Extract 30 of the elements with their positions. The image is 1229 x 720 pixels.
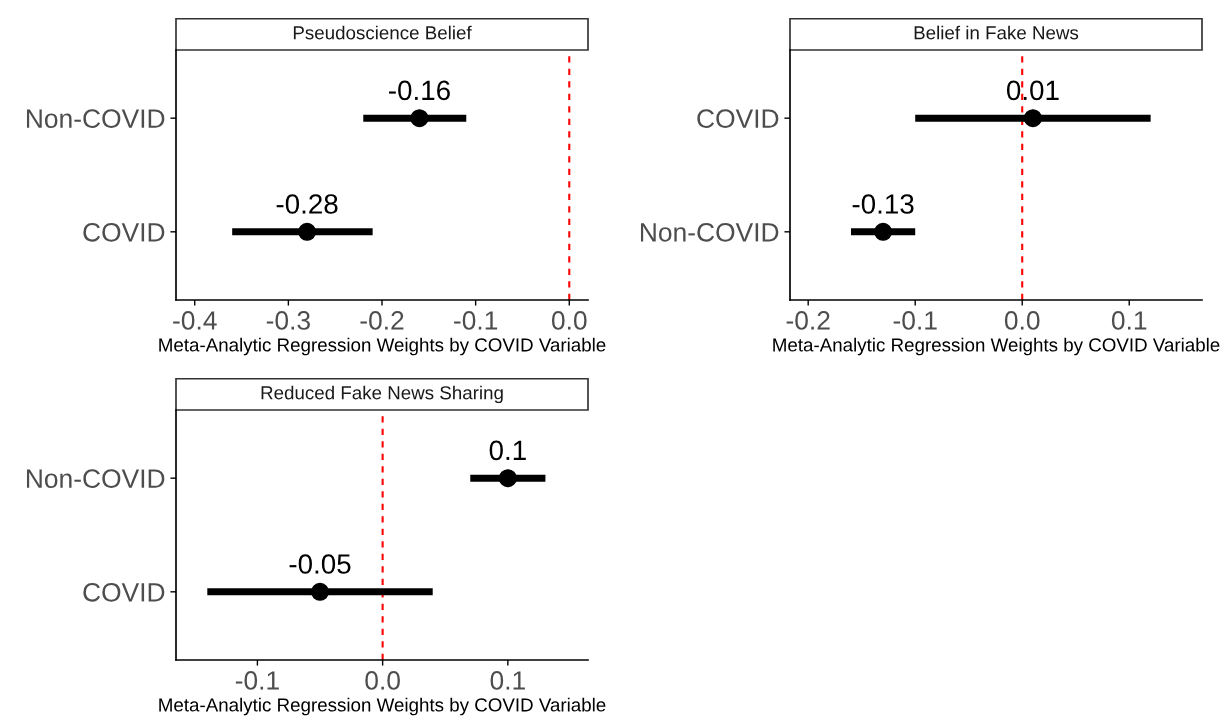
data-label: 0.1 bbox=[489, 440, 526, 461]
chart-title: Pseudoscience Belief bbox=[293, 25, 472, 40]
x-tick-label: -0.1 bbox=[454, 311, 498, 330]
data-label: 0.01 bbox=[1006, 80, 1059, 101]
y-tick-label: COVID bbox=[83, 582, 165, 602]
data-label: -0.13 bbox=[852, 194, 914, 214]
y-tick-label: Non-COVID bbox=[26, 469, 165, 488]
chart-title: Reduced Fake News Sharing bbox=[261, 385, 503, 404]
x-axis-title: Meta-Analytic Regression Weights by COVID Variable bbox=[159, 337, 606, 356]
y-tick-label: Non-COVID bbox=[640, 222, 779, 242]
x-tick-label: -0.1 bbox=[235, 671, 279, 690]
x-tick-label: -0.3 bbox=[266, 311, 310, 330]
x-tick-label: -0.2 bbox=[786, 311, 830, 330]
x-tick-label: -0.1 bbox=[893, 311, 937, 330]
x-tick-label: -0.2 bbox=[360, 311, 404, 330]
data-label: -0.16 bbox=[389, 80, 450, 101]
x-tick-label: 0.0 bbox=[365, 671, 400, 690]
x-axis-title: Meta-Analytic Regression Weights by COVID Variable bbox=[773, 337, 1220, 356]
x-tick-label: 0.1 bbox=[1111, 311, 1147, 330]
x-tick-label: 0.0 bbox=[1004, 311, 1040, 330]
x-tick-label: -0.4 bbox=[173, 311, 217, 330]
data-label: -0.28 bbox=[276, 194, 338, 214]
x-tick-label: 0.0 bbox=[551, 311, 587, 330]
y-tick-label: COVID bbox=[83, 222, 165, 242]
x-tick-label: 0.1 bbox=[490, 671, 525, 690]
data-label: -0.05 bbox=[289, 554, 351, 574]
x-axis-title: Meta-Analytic Regression Weights by COVID Variable bbox=[159, 697, 606, 716]
y-tick-label: Non-COVID bbox=[26, 109, 165, 128]
chart-title: Belief in Fake News bbox=[914, 25, 1079, 40]
y-tick-label: COVID bbox=[697, 109, 779, 128]
